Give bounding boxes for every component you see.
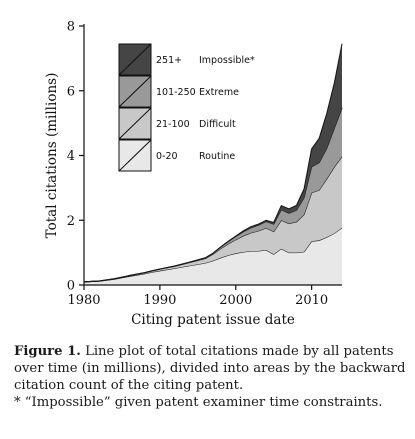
- y-tick-label: 8: [67, 20, 75, 35]
- legend-range-0-20: 0-20: [156, 151, 178, 162]
- legend-label-difficult: Difficult: [199, 119, 236, 130]
- x-axis-label: Citing patent issue date: [131, 312, 295, 328]
- legend-swatch-diagonal: [118, 107, 152, 140]
- legend-label-extreme: Extreme: [199, 87, 239, 98]
- area-layer: [83, 43, 343, 285]
- legend-range-251+: 251+: [156, 55, 182, 66]
- y-tick-label: 6: [67, 84, 75, 99]
- x-tick-label: 1980: [67, 293, 100, 308]
- stacked-area-chart: 0 2 4 6 8 1980 1990 2000 2010 251+ Impossible* 101…: [44, 20, 343, 328]
- legend-range-101-250: 101-250: [156, 87, 196, 98]
- series-line-251+: [83, 43, 343, 283]
- y-tick-label: 4: [67, 149, 75, 164]
- y-axis-label: Total citations (millions): [44, 73, 60, 239]
- figure-label: Figure 1.: [14, 344, 81, 359]
- caption-body: Figure 1. Line plot of total citations m…: [14, 343, 412, 394]
- legend-label-routine: Routine: [199, 151, 235, 162]
- x-tick-label: 1990: [143, 293, 176, 308]
- area-21-100: [84, 156, 342, 282]
- figure-caption: Figure 1. Line plot of total citations m…: [14, 343, 412, 411]
- legend-range-21-100: 21-100: [156, 119, 190, 130]
- y-tick-label: 2: [67, 214, 75, 229]
- legend-swatch-diagonal: [118, 75, 152, 108]
- legend-swatch-diagonal: [118, 43, 152, 76]
- x-tick-label: 2000: [219, 293, 252, 308]
- caption-footnote: * “Impossible” given patent examiner tim…: [14, 395, 383, 410]
- caption-text: Line plot of total citations made by all…: [14, 344, 406, 393]
- area-0-20: [84, 227, 342, 285]
- legend-label-impossible: Impossible*: [199, 55, 255, 66]
- axes: 0 2 4 6 8 1980 1990 2000 2010: [67, 20, 342, 308]
- y-tick-label: 0: [67, 279, 75, 294]
- legend: 251+ Impossible* 101-250 Extreme 21-100 Diffi…: [118, 43, 255, 172]
- legend-swatch-diagonal: [118, 139, 152, 172]
- x-tick-label: 2010: [295, 293, 328, 308]
